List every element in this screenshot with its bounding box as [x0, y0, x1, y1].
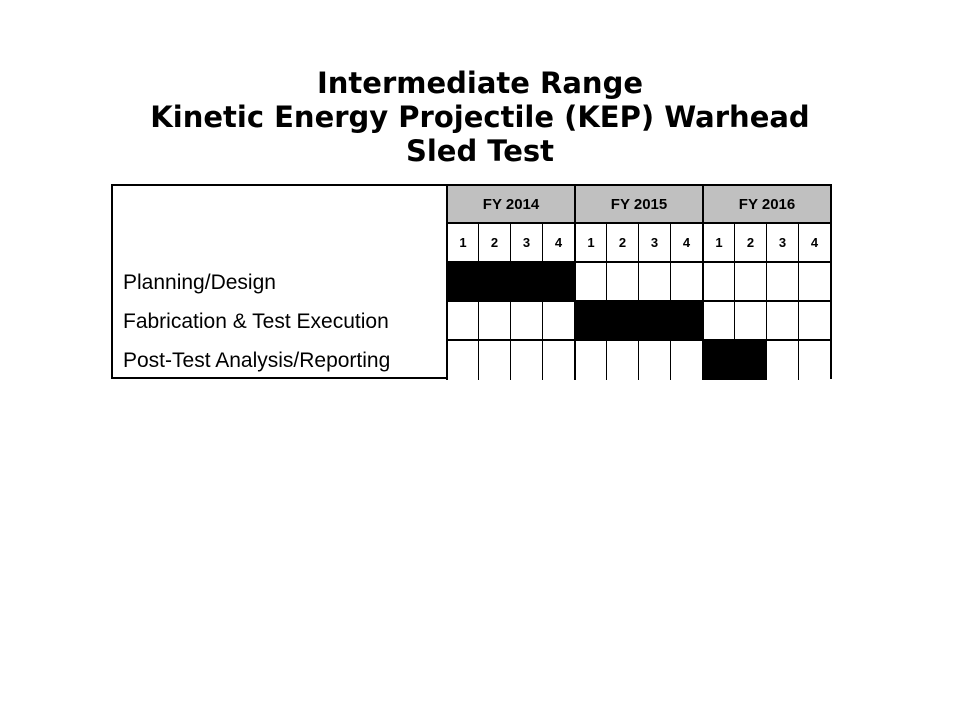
gantt-bar-segment [542, 263, 574, 302]
quarter-header: 4 [542, 224, 574, 263]
quarter-header: 1 [446, 224, 478, 263]
grid-cell [510, 302, 542, 341]
grid-cell [734, 263, 766, 302]
grid-cell [542, 341, 574, 380]
gantt-chart: FY 2014 FY 2015 FY 2016 1 2 3 4 1 2 3 4 1 2 3 4 Plannin… [111, 184, 832, 380]
quarter-header: 1 [702, 224, 734, 263]
grid-cell [542, 302, 574, 341]
gantt-bar-segment [446, 263, 478, 302]
grid-cell [766, 302, 798, 341]
quarter-header: 2 [734, 224, 766, 263]
gantt-bar-segment [638, 302, 670, 341]
grid-cell [638, 263, 670, 302]
grid-cell [734, 302, 766, 341]
quarter-header: 4 [798, 224, 830, 263]
gantt-bar-segment [702, 341, 734, 380]
task-label: Fabrication & Test Execution [123, 309, 389, 333]
quarter-header: 3 [510, 224, 542, 263]
gantt-bar-segment [670, 302, 702, 341]
grid-cell [766, 341, 798, 380]
grid-cell [638, 341, 670, 380]
grid-cell [446, 341, 478, 380]
gantt-bar-segment [734, 341, 766, 380]
grid-cell [606, 341, 638, 380]
year-header: FY 2016 [702, 186, 830, 224]
gantt-bar-segment [510, 263, 542, 302]
quarter-header: 2 [478, 224, 510, 263]
gantt-bar-segment [606, 302, 638, 341]
quarter-header: 3 [638, 224, 670, 263]
quarter-header: 4 [670, 224, 702, 263]
grid-cell [574, 341, 606, 380]
grid-cell [478, 302, 510, 341]
task-label: Planning/Design [123, 270, 276, 294]
quarter-header: 3 [766, 224, 798, 263]
grid-cell [670, 341, 702, 380]
gantt-bar-segment [478, 263, 510, 302]
quarter-header: 1 [574, 224, 606, 263]
gantt-bar-segment [574, 302, 606, 341]
grid-cell [798, 263, 830, 302]
task-label: Post-Test Analysis/Reporting [123, 348, 391, 372]
title-line-1: Intermediate Range [316, 66, 644, 100]
year-header: FY 2014 [446, 186, 574, 224]
grid-cell [510, 341, 542, 380]
grid-cell [670, 263, 702, 302]
year-header: FY 2015 [574, 186, 702, 224]
grid-cell [766, 263, 798, 302]
quarter-header: 2 [606, 224, 638, 263]
grid-cell [606, 263, 638, 302]
grid-cell [702, 263, 734, 302]
title-line-2: Kinetic Energy Projectile (KEP) Warhead [150, 100, 810, 134]
grid-cell [798, 302, 830, 341]
grid-cell [798, 341, 830, 380]
grid-cell [574, 263, 606, 302]
grid-cell [702, 302, 734, 341]
chart-title: Intermediate Range Kinetic Energy Projec… [0, 66, 960, 168]
grid-cell [446, 302, 478, 341]
title-line-3: Sled Test [405, 134, 555, 168]
grid-cell [478, 341, 510, 380]
